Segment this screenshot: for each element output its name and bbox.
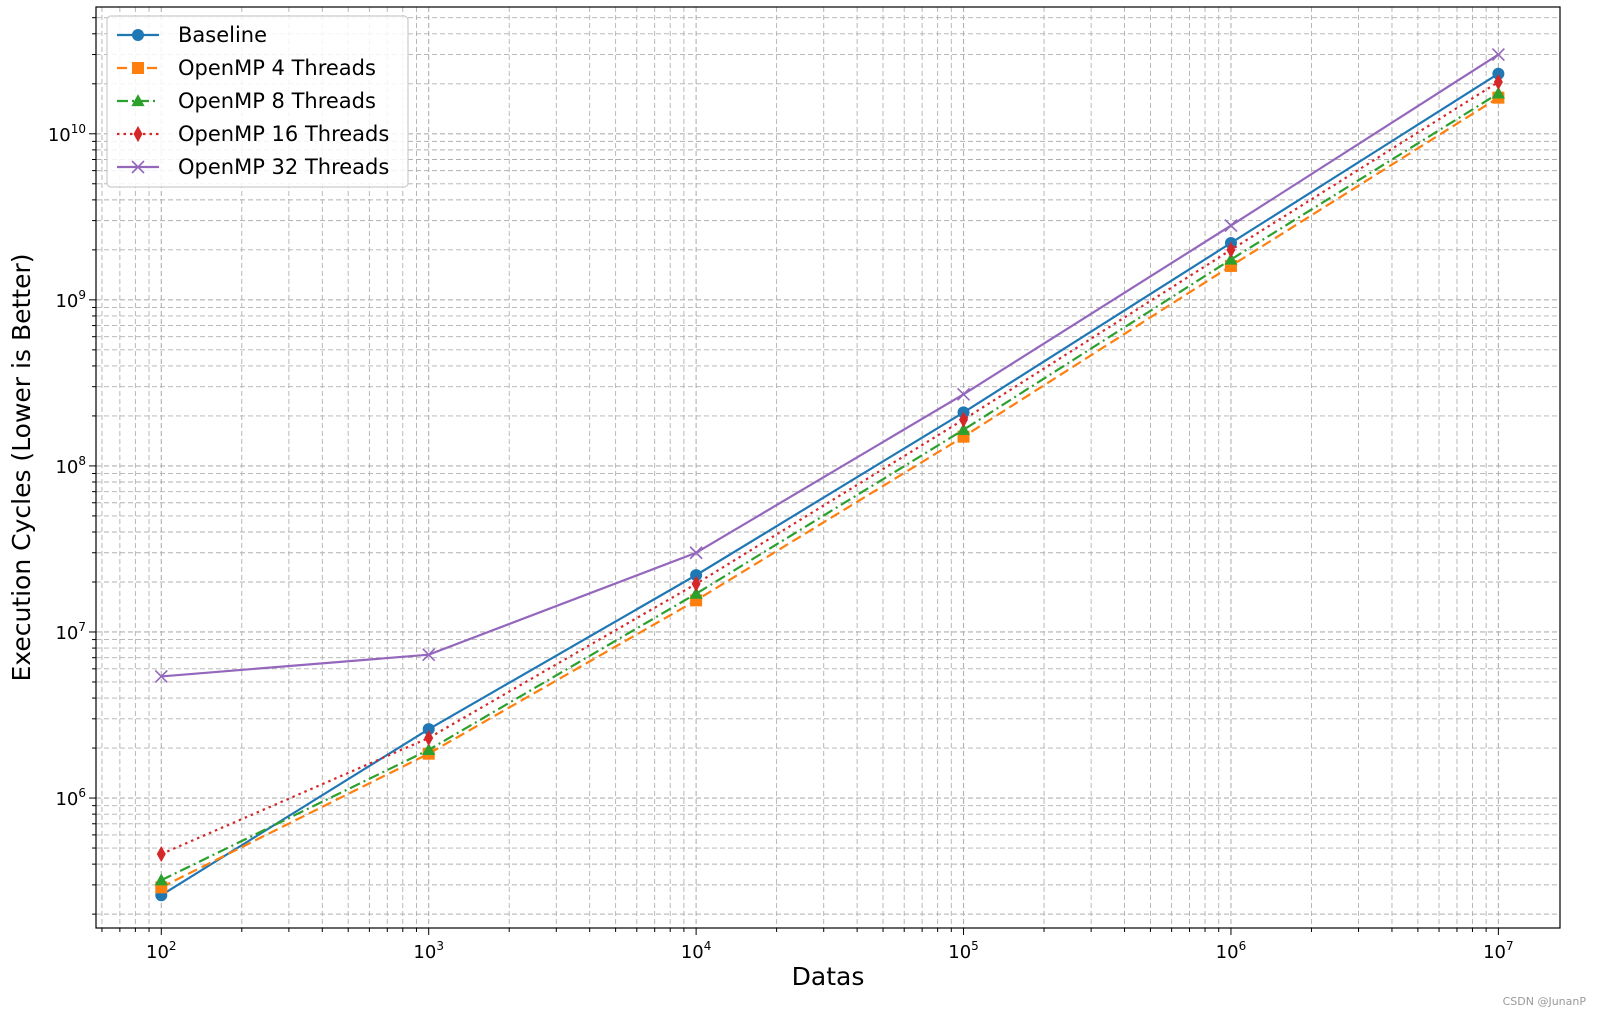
data-point: [154, 873, 168, 886]
legend-label: OpenMP 32 Threads: [178, 155, 389, 179]
data-point: [956, 387, 971, 401]
legend-label: OpenMP 4 Threads: [178, 56, 376, 80]
data-point: [422, 723, 435, 736]
data-point: [959, 411, 969, 428]
legend-item: Baseline: [117, 23, 267, 47]
legend-item: OpenMP 16 Threads: [117, 122, 389, 146]
x-tick-label: 103: [413, 939, 444, 963]
legend-box: [106, 15, 409, 188]
legend-label: OpenMP 16 Threads: [178, 122, 389, 146]
series-3: [154, 86, 1505, 886]
x-tick-label: 106: [1216, 939, 1247, 963]
x-tick-label: 102: [146, 939, 177, 963]
plot-area: [95, 6, 1561, 929]
x-tick-label: 105: [948, 939, 979, 963]
y-tick-label: 109: [55, 288, 86, 312]
legend-item: OpenMP 32 Threads: [117, 155, 389, 179]
x-tick-label: 104: [681, 939, 712, 963]
data-point: [1224, 219, 1238, 233]
series-line: [161, 53, 1499, 678]
data-point: [1493, 73, 1503, 91]
series-layer: [154, 47, 1505, 902]
data-point: [689, 586, 703, 599]
data-point: [1491, 86, 1505, 99]
data-point: [689, 546, 703, 560]
data-point: [691, 575, 701, 592]
legend-label: OpenMP 8 Threads: [178, 89, 376, 113]
watermark: CSDN @JunanP: [1502, 995, 1586, 1008]
series-5: [154, 47, 1505, 683]
y-tick-label: 108: [55, 454, 86, 478]
y-tick-label: 106: [55, 786, 86, 810]
data-point: [1491, 47, 1505, 62]
y-tick-label: 107: [55, 620, 86, 644]
data-point: [690, 569, 703, 582]
legend: Baseline OpenMP 4 Threads OpenMP 8 Threads…: [106, 15, 409, 188]
series-line: [160, 92, 1499, 882]
legend-item: OpenMP 4 Threads: [117, 56, 376, 80]
legend-item: OpenMP 8 Threads: [117, 89, 376, 113]
data-point: [422, 648, 436, 662]
legend-label: Baseline: [178, 23, 267, 47]
x-axis-label: Datas: [792, 962, 865, 991]
data-point: [1492, 67, 1505, 80]
axis-ticks: 102 103 104 105 106 107 106 107 108 109 1010: [48, 17, 1514, 963]
data-point: [422, 742, 436, 755]
data-point: [1226, 241, 1236, 258]
series-line: [160, 72, 1499, 897]
data-point: [956, 422, 971, 435]
data-point: [154, 669, 168, 683]
data-point: [424, 729, 434, 747]
series-line: [160, 81, 1499, 856]
series-4: [156, 73, 1503, 863]
x-tick-label: 107: [1483, 939, 1514, 963]
y-axis-label: Execution Cycles (Lower is Better): [7, 254, 36, 682]
series-line: [160, 96, 1499, 889]
series-1: [155, 67, 1505, 902]
y-tick-label: 1010: [48, 122, 86, 146]
data-point: [156, 845, 166, 863]
data-point: [1224, 252, 1238, 265]
